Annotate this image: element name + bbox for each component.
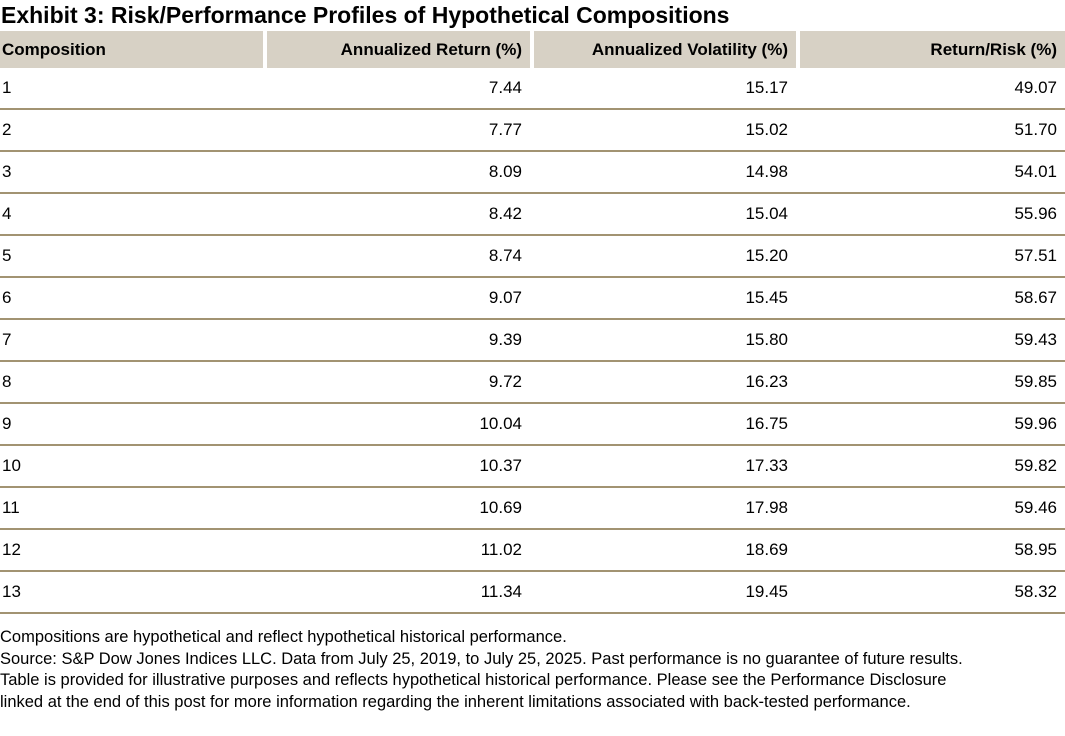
annualized-return-cell: 10.37 — [263, 446, 530, 488]
annualized-volatility-cell: 15.04 — [530, 194, 796, 236]
table-row: 12 11.02 18.69 58.95 — [0, 530, 1065, 572]
return-risk-cell: 59.46 — [796, 488, 1065, 530]
footnote-line: Source: S&P Dow Jones Indices LLC. Data … — [0, 649, 963, 668]
footnote-line: Table is provided for illustrative purpo… — [0, 671, 947, 689]
annualized-return-cell: 11.34 — [263, 572, 530, 614]
return-risk-cell: 59.85 — [796, 362, 1065, 404]
annualized-volatility-cell: 16.23 — [530, 362, 796, 404]
return-risk-cell: 51.70 — [796, 110, 1065, 152]
composition-cell: 10 — [0, 446, 263, 488]
annualized-volatility-cell: 16.75 — [530, 404, 796, 446]
table-row: 5 8.74 15.20 57.51 — [0, 236, 1065, 278]
return-risk-cell: 55.96 — [796, 194, 1065, 236]
column-header-annualized-return: Annualized Return (%) — [263, 31, 530, 68]
composition-cell: 4 — [0, 194, 263, 236]
return-risk-cell: 58.32 — [796, 572, 1065, 614]
annualized-volatility-cell: 15.02 — [530, 110, 796, 152]
annualized-volatility-cell: 15.20 — [530, 236, 796, 278]
footnotes-block: Compositions are hypothetical and reflec… — [0, 627, 1065, 713]
composition-cell: 5 — [0, 236, 263, 278]
annualized-volatility-cell: 17.33 — [530, 446, 796, 488]
annualized-return-cell: 8.74 — [263, 236, 530, 278]
table-row: 7 9.39 15.80 59.43 — [0, 320, 1065, 362]
return-risk-cell: 58.67 — [796, 278, 1065, 320]
annualized-return-cell: 7.44 — [263, 68, 530, 110]
table-body: 1 7.44 15.17 49.07 2 7.77 15.02 51.70 3 8.09 14.98… — [0, 68, 1065, 614]
table-row: 13 11.34 19.45 58.32 — [0, 572, 1065, 614]
composition-cell: 9 — [0, 404, 263, 446]
column-header-annualized-volatility: Annualized Volatility (%) — [530, 31, 796, 68]
composition-cell: 7 — [0, 320, 263, 362]
composition-cell: 13 — [0, 572, 263, 614]
return-risk-cell: 59.43 — [796, 320, 1065, 362]
return-risk-cell: 59.82 — [796, 446, 1065, 488]
annualized-return-cell: 9.72 — [263, 362, 530, 404]
annualized-return-cell: 11.02 — [263, 530, 530, 572]
table-row: 6 9.07 15.45 58.67 — [0, 278, 1065, 320]
annualized-return-cell: 7.77 — [263, 110, 530, 152]
table-row: 11 10.69 17.98 59.46 — [0, 488, 1065, 530]
annualized-return-cell: 9.07 — [263, 278, 530, 320]
composition-cell: 6 — [0, 278, 263, 320]
composition-cell: 1 — [0, 68, 263, 110]
composition-cell: 12 — [0, 530, 263, 572]
risk-performance-table: Composition Annualized Return (%) Annual… — [0, 31, 1065, 614]
annualized-volatility-cell: 17.98 — [530, 488, 796, 530]
column-header-composition: Composition — [0, 31, 263, 68]
annualized-return-cell: 8.09 — [263, 152, 530, 194]
column-header-return-risk: Return/Risk (%) — [796, 31, 1065, 68]
return-risk-cell: 58.95 — [796, 530, 1065, 572]
footnote-line: Compositions are hypothetical and reflec… — [0, 628, 567, 646]
table-row: 10 10.37 17.33 59.82 — [0, 446, 1065, 488]
return-risk-cell: 57.51 — [796, 236, 1065, 278]
annualized-return-cell: 9.39 — [263, 320, 530, 362]
composition-cell: 2 — [0, 110, 263, 152]
table-row: 1 7.44 15.17 49.07 — [0, 68, 1065, 110]
table-row: 2 7.77 15.02 51.70 — [0, 110, 1065, 152]
table-row: 3 8.09 14.98 54.01 — [0, 152, 1065, 194]
footnote-line: linked at the end of this post for more … — [0, 692, 911, 711]
annualized-return-cell: 10.69 — [263, 488, 530, 530]
annualized-volatility-cell: 19.45 — [530, 572, 796, 614]
return-risk-cell: 49.07 — [796, 68, 1065, 110]
annualized-volatility-cell: 14.98 — [530, 152, 796, 194]
annualized-volatility-cell: 18.69 — [530, 530, 796, 572]
annualized-return-cell: 8.42 — [263, 194, 530, 236]
return-risk-cell: 54.01 — [796, 152, 1065, 194]
annualized-volatility-cell: 15.45 — [530, 278, 796, 320]
table-row: 4 8.42 15.04 55.96 — [0, 194, 1065, 236]
return-risk-cell: 59.96 — [796, 404, 1065, 446]
table-row: 8 9.72 16.23 59.85 — [0, 362, 1065, 404]
annualized-volatility-cell: 15.17 — [530, 68, 796, 110]
table-header-row: Composition Annualized Return (%) Annual… — [0, 31, 1065, 68]
annualized-volatility-cell: 15.80 — [530, 320, 796, 362]
exhibit-title: Exhibit 3: Risk/Performance Profiles of … — [1, 2, 730, 28]
table-row: 9 10.04 16.75 59.96 — [0, 404, 1065, 446]
composition-cell: 11 — [0, 488, 263, 530]
annualized-return-cell: 10.04 — [263, 404, 530, 446]
composition-cell: 3 — [0, 152, 263, 194]
composition-cell: 8 — [0, 362, 263, 404]
